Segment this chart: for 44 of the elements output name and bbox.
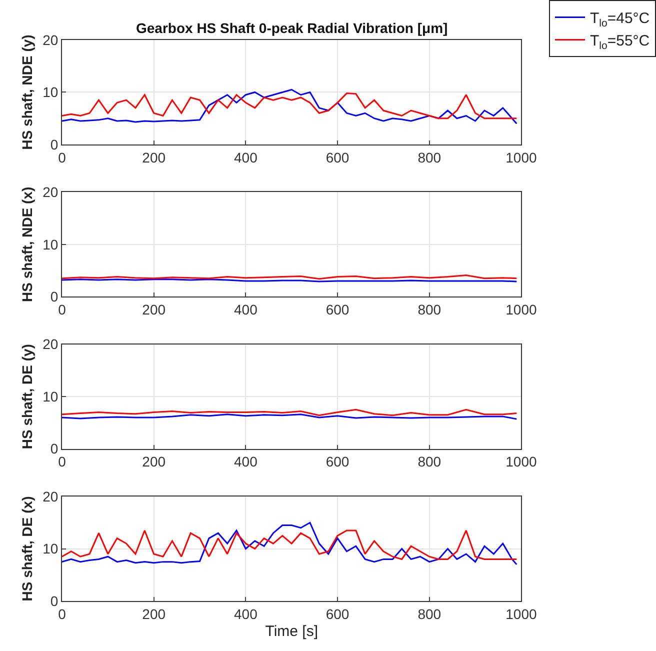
x-tick-label: 400 [234, 149, 258, 166]
x-tick-label: 800 [418, 149, 442, 166]
x-tick-label: 600 [326, 301, 350, 318]
x-tick-label: 400 [234, 606, 258, 622]
x-tick-label: 200 [142, 301, 166, 318]
x-tick-label: 400 [234, 301, 258, 318]
line-series [62, 88, 518, 124]
legend-label: T$_{lo}$=55°C [590, 32, 650, 52]
x-tick-label: 800 [418, 301, 442, 318]
x-tick-label: 1000 [506, 301, 537, 318]
x-tick-label: 600 [326, 454, 350, 470]
y-tick-label: 20 [42, 32, 58, 48]
y-tick-label: 10 [42, 84, 58, 100]
x-tick-label: 600 [326, 149, 350, 166]
x-tick-label: 200 [142, 454, 166, 470]
y-axis-title: HS shaft, NDE (y) [19, 34, 36, 150]
y-axis-title: HS shaft, DE (x) [19, 496, 36, 602]
y-tick-label: 0 [50, 592, 58, 609]
y-tick-label: 20 [42, 488, 58, 504]
y-tick-label: 10 [42, 388, 58, 404]
legend-label: T$_{lo}$=45°C [590, 10, 650, 30]
line-series [62, 92, 518, 120]
x-tick-label: 800 [418, 454, 442, 470]
x-tick-label: 800 [418, 606, 442, 622]
y-tick-label: 20 [42, 184, 58, 200]
y-tick-label: 20 [42, 336, 58, 352]
y-tick-label: 10 [42, 540, 58, 557]
y-tick-label: 0 [50, 440, 58, 457]
x-tick-label: 400 [234, 454, 258, 470]
y-tick-label: 10 [42, 236, 58, 252]
x-tick-label: 600 [326, 606, 350, 622]
x-tick-label: 200 [142, 606, 166, 622]
x-tick-label: 1000 [506, 606, 537, 622]
x-tick-label: 1000 [506, 149, 537, 166]
x-axis-title: Time [s] [265, 622, 318, 640]
chart-title: Gearbox HS Shaft 0-peak Radial Vibration [μm] [136, 20, 448, 36]
line-series [62, 530, 518, 560]
y-tick-label: 0 [50, 288, 58, 305]
line-series [62, 522, 518, 566]
y-axis-title: HS shaft, DE (y) [19, 344, 36, 450]
x-tick-label: 1000 [506, 454, 537, 470]
y-tick-label: 0 [50, 136, 58, 152]
x-tick-label: 200 [142, 149, 166, 166]
y-axis-title: HS shaft, NDE (x) [19, 186, 36, 302]
